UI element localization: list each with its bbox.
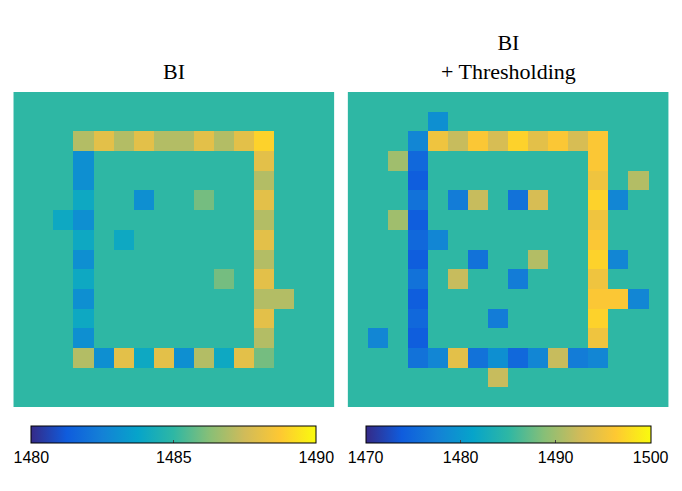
svg-text:1485: 1485: [156, 449, 192, 466]
svg-text:1470: 1470: [348, 449, 384, 466]
svg-text:1490: 1490: [538, 449, 574, 466]
svg-text:1500: 1500: [633, 449, 669, 466]
svg-text:BI+ Thresholding: BI+ Thresholding: [441, 30, 576, 84]
svg-text:BI: BI: [163, 59, 185, 84]
svg-text:1490: 1490: [299, 449, 335, 466]
svg-text:1480: 1480: [443, 449, 479, 466]
svg-text:1480: 1480: [14, 449, 50, 466]
